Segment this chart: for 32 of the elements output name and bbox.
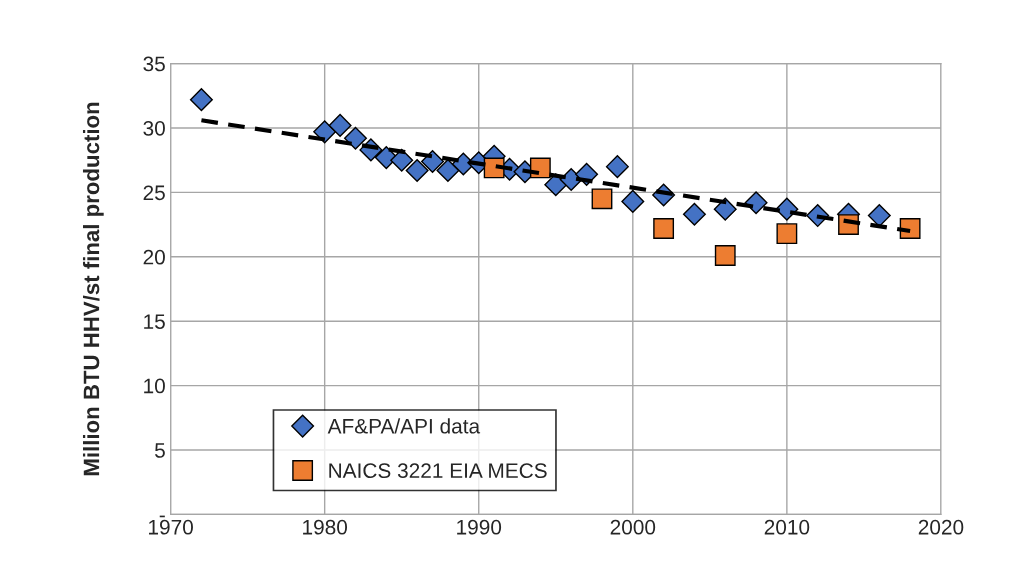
point bbox=[714, 245, 736, 266]
point bbox=[343, 126, 367, 150]
point bbox=[436, 158, 460, 182]
point bbox=[713, 197, 737, 221]
point bbox=[621, 189, 645, 213]
y-tick-label: 15 bbox=[144, 314, 165, 329]
point bbox=[744, 191, 768, 215]
y-tick-label: 10 bbox=[144, 378, 165, 394]
point bbox=[591, 188, 613, 210]
x-tick-label: 2000 bbox=[610, 519, 656, 535]
y-tick-label: - bbox=[159, 515, 165, 518]
point bbox=[328, 113, 352, 137]
point bbox=[682, 202, 706, 226]
point bbox=[405, 158, 429, 182]
point bbox=[653, 218, 675, 239]
point bbox=[390, 148, 414, 172]
x-tick-label: 1990 bbox=[457, 519, 502, 535]
x-tick-label: 2010 bbox=[764, 519, 810, 535]
x-tick-label: 2020 bbox=[918, 519, 964, 535]
legend-label: NAICS 3221 EIA MECS bbox=[329, 463, 547, 479]
y-tick-label: 35 bbox=[143, 56, 165, 72]
point bbox=[605, 155, 629, 179]
point bbox=[189, 88, 213, 112]
point bbox=[776, 223, 798, 245]
x-tick-label: 1980 bbox=[303, 519, 348, 535]
legend-label: AF&PA/API data bbox=[327, 418, 481, 434]
y-tick-label: 5 bbox=[155, 443, 165, 458]
y-tick-label: 30 bbox=[143, 120, 165, 136]
y-axis-title: Million BTU HHV/st final production bbox=[82, 102, 104, 476]
x-tick-label: 1970 bbox=[149, 519, 193, 535]
y-tick-label: 20 bbox=[143, 249, 165, 265]
y-tick-label: 25 bbox=[143, 185, 165, 201]
